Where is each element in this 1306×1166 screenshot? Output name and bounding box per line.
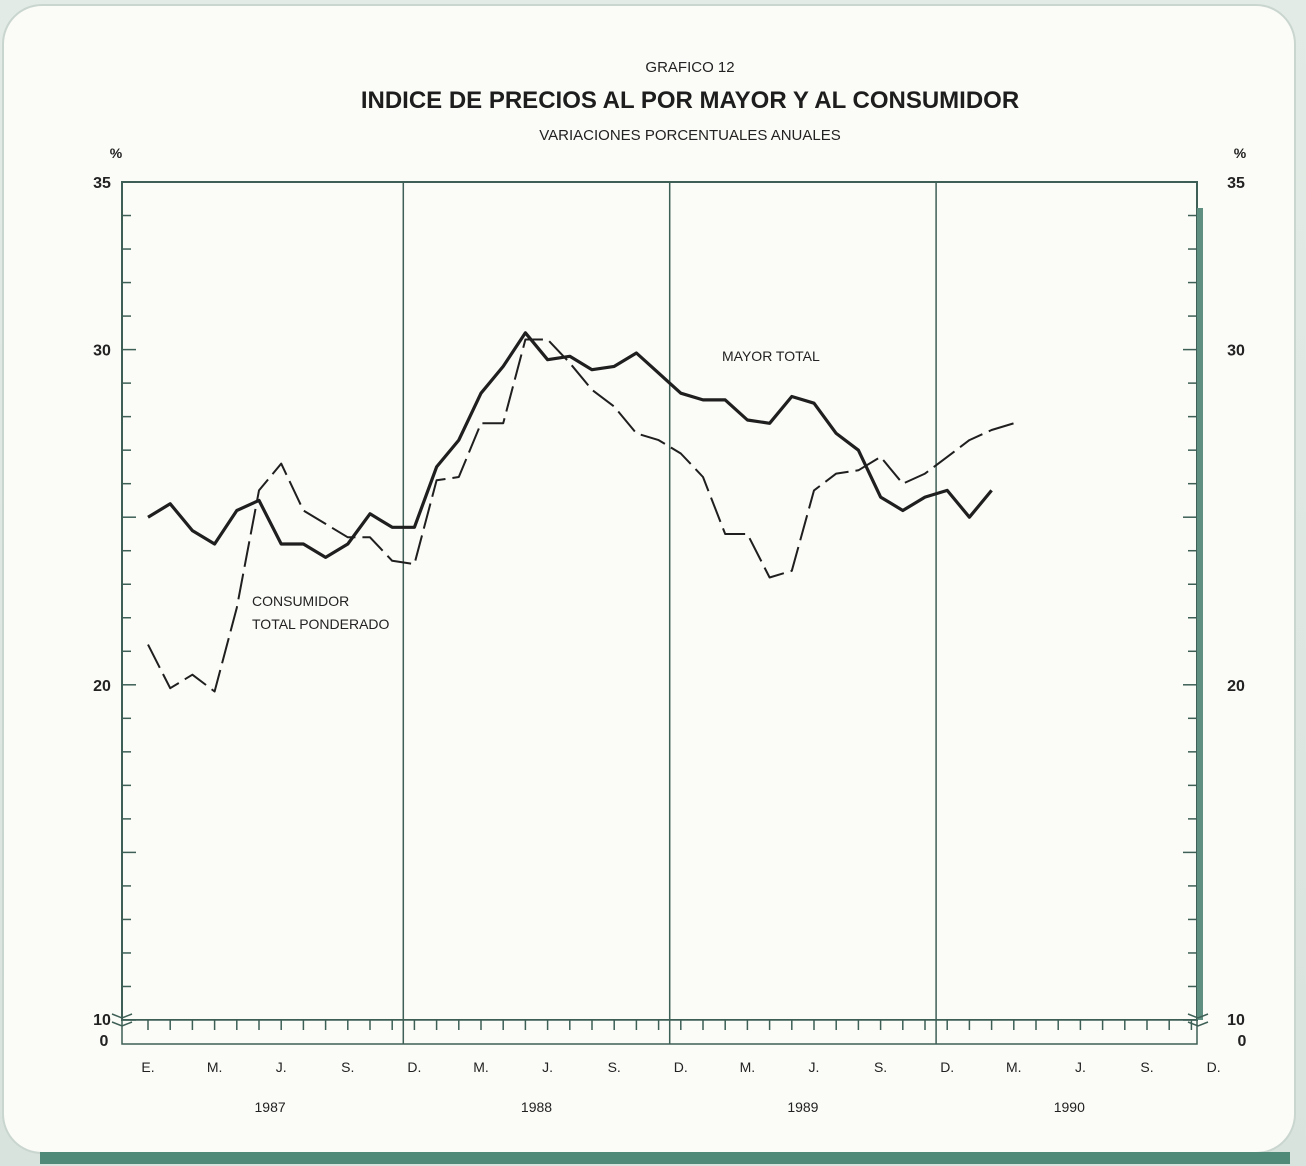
x-month-label: S. xyxy=(874,1059,887,1075)
y-tick-label-left: 30 xyxy=(93,343,111,360)
x-month-label: M. xyxy=(207,1059,223,1075)
x-month-label: S. xyxy=(341,1059,354,1075)
y-tick-labels: 20 20 30 30 35 35 xyxy=(93,175,1245,695)
x-month-label: J. xyxy=(809,1059,820,1075)
x-month-label: D. xyxy=(1207,1059,1221,1075)
chart-subtitle: VARIACIONES PORCENTUALES ANUALES xyxy=(539,127,840,144)
y-unit-left: % xyxy=(110,145,123,161)
frame-shadow-right xyxy=(1197,208,1203,1020)
x-month-label: S. xyxy=(608,1059,621,1075)
y-tick-label-left: 35 xyxy=(93,175,111,192)
x-month-label: M. xyxy=(740,1059,756,1075)
axis-break-strip xyxy=(121,1019,1198,1045)
figure-card xyxy=(4,6,1294,1152)
chart-title: INDICE DE PRECIOS AL POR MAYOR Y AL CONS… xyxy=(361,87,1019,114)
y-unit-right: % xyxy=(1234,145,1247,161)
bottom-accent-bar xyxy=(40,1152,1290,1164)
x-month-label: D. xyxy=(407,1059,421,1075)
x-month-label: J. xyxy=(542,1059,553,1075)
y-tick-label-right: 30 xyxy=(1227,343,1245,360)
y-break-label-10-right: 10 xyxy=(1227,1012,1245,1029)
x-year-label: 1990 xyxy=(1054,1099,1085,1115)
figure-number: GRAFICO 12 xyxy=(645,59,734,76)
series-line-mayor-total xyxy=(147,331,993,560)
x-year-label: 1988 xyxy=(521,1099,552,1115)
y-tick-label-right: 20 xyxy=(1227,678,1245,695)
axis-ticks xyxy=(122,181,1197,1030)
x-month-label: D. xyxy=(674,1059,688,1075)
x-month-label: M. xyxy=(1006,1059,1022,1075)
annotation-consumidor-line1: CONSUMIDOR xyxy=(252,593,349,609)
x-year-label: 1989 xyxy=(787,1099,818,1115)
x-year-label: 1987 xyxy=(255,1099,286,1115)
x-month-label: S. xyxy=(1140,1059,1153,1075)
x-month-label: J. xyxy=(276,1059,287,1075)
series-line-consumidor xyxy=(147,338,1015,693)
y-tick-label-right: 35 xyxy=(1227,175,1245,192)
y-tick-label-left: 20 xyxy=(93,678,111,695)
annotation-mayor-total: MAYOR TOTAL xyxy=(722,348,820,364)
annotation-consumidor-line2: TOTAL PONDERADO xyxy=(252,616,390,632)
series-lines xyxy=(147,331,1015,693)
y-break-label-0-right: 0 xyxy=(1238,1033,1247,1050)
x-month-label: J. xyxy=(1075,1059,1086,1075)
x-month-label: M. xyxy=(473,1059,489,1075)
series-annotations: MAYOR TOTAL CONSUMIDOR TOTAL PONDERADO xyxy=(252,348,820,632)
x-month-label: D. xyxy=(940,1059,954,1075)
year-dividers xyxy=(402,182,937,1044)
x-tick-labels: E. M. J. S. D. M. J. S. D. M. J. S. D. M. J. S. D. 1987 19… xyxy=(141,1059,1220,1115)
axis-break-left-icon xyxy=(111,1013,133,1027)
y-break-label-10-left: 10 xyxy=(93,1012,111,1029)
y-break-label-0-left: 0 xyxy=(100,1033,109,1050)
x-month-label: E. xyxy=(141,1059,154,1075)
